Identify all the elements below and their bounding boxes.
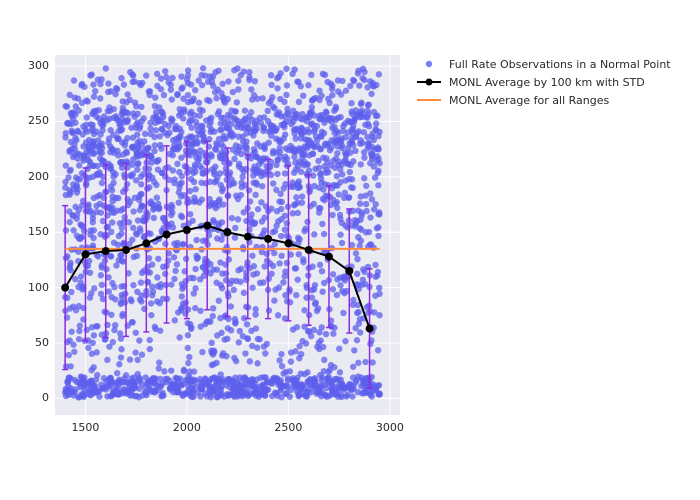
y-tick-label: 150 bbox=[17, 225, 49, 238]
legend-entry: MONL Average by 100 km with STD bbox=[415, 73, 671, 91]
figure: 1500 2000 2500 3000 0 50 100 150 200 250 300 Full… bbox=[0, 0, 700, 500]
x-tick-label: 2000 bbox=[172, 421, 202, 434]
x-tick-label: 1500 bbox=[70, 421, 100, 434]
y-tick-label: 100 bbox=[17, 281, 49, 294]
y-tick-label: 250 bbox=[17, 114, 49, 127]
x-tick-label: 3000 bbox=[375, 421, 405, 434]
legend-label: MONL Average by 100 km with STD bbox=[449, 76, 645, 89]
plot-area bbox=[55, 55, 400, 415]
legend-entry: Full Rate Observations in a Normal Point bbox=[415, 55, 671, 73]
x-tick-label: 2500 bbox=[273, 421, 303, 434]
legend-swatch bbox=[415, 57, 443, 71]
y-tick-label: 0 bbox=[17, 391, 49, 404]
legend-swatch bbox=[415, 93, 443, 107]
plot-svg bbox=[55, 55, 400, 415]
y-tick-label: 200 bbox=[17, 170, 49, 183]
y-tick-label: 300 bbox=[17, 59, 49, 72]
legend-label: Full Rate Observations in a Normal Point bbox=[449, 58, 671, 71]
legend-entry: MONL Average for all Ranges bbox=[415, 91, 671, 109]
legend-swatch bbox=[415, 75, 443, 89]
legend-label: MONL Average for all Ranges bbox=[449, 94, 609, 107]
y-tick-label: 50 bbox=[17, 336, 49, 349]
legend: Full Rate Observations in a Normal Point… bbox=[415, 55, 671, 109]
